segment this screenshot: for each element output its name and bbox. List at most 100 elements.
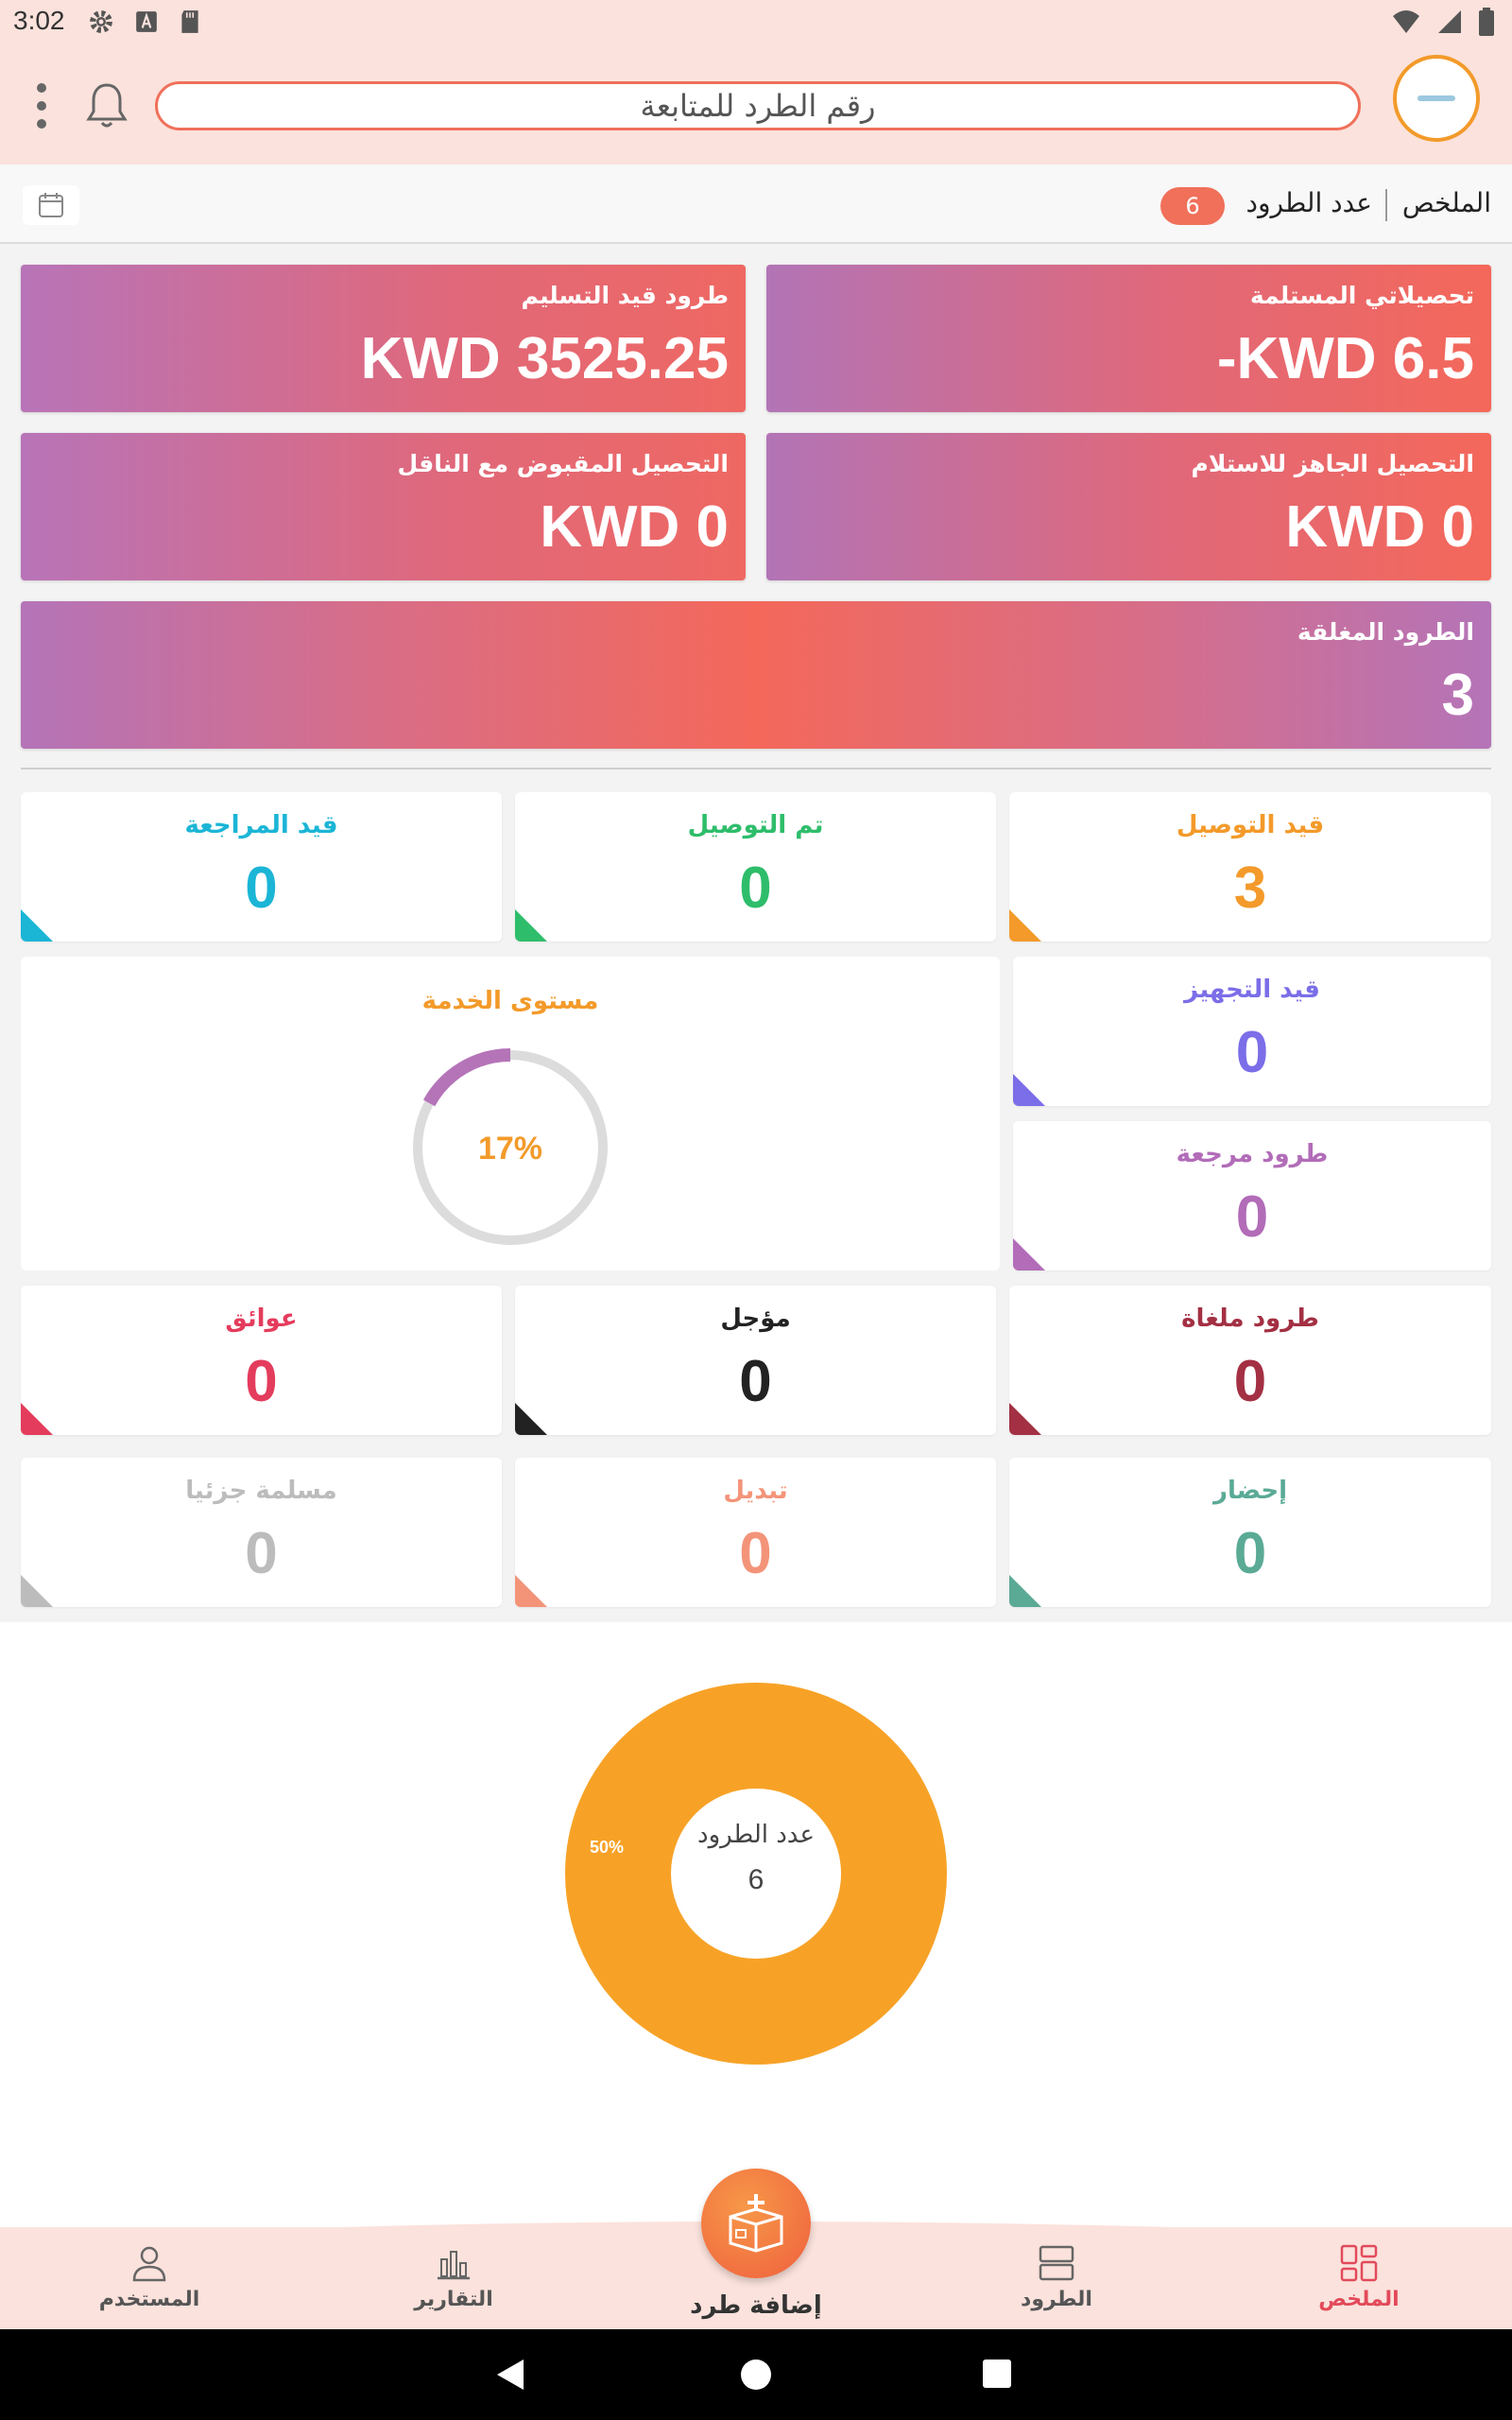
card-value: KWD 0 bbox=[540, 494, 729, 560]
service-level-value: 17% bbox=[477, 1131, 543, 1167]
stat-label: طرود مرجعة bbox=[1176, 1140, 1329, 1168]
parcel-count-badge: 6 bbox=[1160, 187, 1225, 225]
stat-under-review[interactable]: قيد المراجعة 0 bbox=[21, 792, 502, 942]
stat-value: 0 bbox=[739, 856, 772, 921]
summary-header: الملخص عدد الطرود 6 bbox=[0, 164, 1512, 244]
back-icon[interactable] bbox=[495, 2358, 525, 2392]
stat-value: 0 bbox=[739, 1349, 772, 1414]
home-icon[interactable] bbox=[741, 2360, 771, 2390]
nav-parcels[interactable]: الطرود bbox=[962, 2244, 1151, 2325]
stat-value: 0 bbox=[1235, 1020, 1269, 1085]
nav-label: المستخدم bbox=[98, 2288, 200, 2311]
stat-value: 0 bbox=[245, 1521, 278, 1586]
nav-label: التقارير bbox=[414, 2288, 493, 2311]
stat-in-delivery[interactable]: قيد التوصيل 3 bbox=[1009, 792, 1491, 942]
card-value: KWD 0 bbox=[1285, 494, 1474, 560]
summary-title: الملخص bbox=[1401, 187, 1491, 218]
status-bar: 3:02 bbox=[0, 0, 1512, 45]
nav-user[interactable]: المستخدم bbox=[55, 2244, 244, 2325]
stat-value: 0 bbox=[245, 856, 278, 921]
stat-value: 0 bbox=[1233, 1349, 1267, 1414]
menu-dots-icon[interactable] bbox=[23, 79, 60, 132]
parcel-count-label: عدد الطرود bbox=[1246, 187, 1373, 218]
nav-summary[interactable]: الملخص bbox=[1264, 2244, 1453, 2325]
stat-preparing[interactable]: قيد التجهيز 0 bbox=[1013, 957, 1491, 1106]
status-icons-right bbox=[1391, 8, 1495, 36]
avatar[interactable] bbox=[1393, 55, 1480, 142]
stat-partially-delivered[interactable]: مسلمة جزئيا 0 bbox=[21, 1458, 502, 1607]
nav-reports[interactable]: التقارير bbox=[359, 2244, 548, 2325]
system-navigation-bar bbox=[0, 2329, 1512, 2420]
card-label: طرود قيد التسليم bbox=[521, 282, 729, 309]
stat-value: 3 bbox=[1233, 856, 1267, 921]
bar-chart-icon bbox=[438, 2251, 470, 2280]
stat-value: 0 bbox=[739, 1521, 772, 1586]
card-label: التحصيل الجاهز للاستلام bbox=[1191, 450, 1474, 477]
stat-label: قيد التوصيل bbox=[1176, 811, 1325, 839]
section-divider bbox=[21, 768, 1491, 769]
parcels-donut-chart bbox=[565, 1683, 947, 2065]
stat-value: 0 bbox=[1235, 1184, 1269, 1250]
stat-value: 0 bbox=[1233, 1521, 1267, 1586]
donut-center-label: عدد الطرود bbox=[697, 1821, 815, 1849]
calendar-button[interactable] bbox=[23, 185, 79, 225]
parcel-tracking-search[interactable] bbox=[155, 81, 1361, 130]
stat-label: مؤجل bbox=[720, 1305, 791, 1333]
recent-apps-icon[interactable] bbox=[983, 2360, 1011, 2388]
stat-delivered[interactable]: تم التوصيل 0 bbox=[515, 792, 996, 942]
wifi-icon bbox=[1393, 10, 1419, 33]
stat-postponed[interactable]: مؤجل 0 bbox=[515, 1286, 996, 1435]
card-value: -KWD 6.5 bbox=[1216, 326, 1474, 391]
gear-icon bbox=[90, 10, 112, 33]
card-collected-with-carrier[interactable]: التحصيل المقبوض مع الناقل KWD 0 bbox=[21, 433, 746, 580]
stat-label: طرود ملغاة bbox=[1181, 1305, 1319, 1333]
card-closed-parcels[interactable]: الطرود المغلقة 3 bbox=[21, 601, 1491, 749]
calendar-icon bbox=[39, 193, 63, 217]
stat-exchange[interactable]: تبديل 0 bbox=[515, 1458, 996, 1607]
stat-value: 0 bbox=[245, 1349, 278, 1414]
card-label: التحصيل المقبوض مع الناقل bbox=[397, 450, 729, 477]
add-parcel-button[interactable] bbox=[701, 2169, 811, 2278]
card-parcels-in-delivery[interactable]: طرود قيد التسليم KWD 3525.25 bbox=[21, 265, 746, 412]
stat-label: تم التوصيل bbox=[687, 811, 824, 839]
card-value: KWD 3525.25 bbox=[360, 326, 729, 391]
card-value: 3 bbox=[1441, 663, 1474, 728]
header-separator bbox=[1385, 189, 1387, 221]
card-ready-collection[interactable]: التحصيل الجاهز للاستلام KWD 0 bbox=[766, 433, 1491, 580]
stat-returned[interactable]: طرود مرجعة 0 bbox=[1013, 1121, 1491, 1270]
bell-icon[interactable] bbox=[83, 79, 130, 132]
donut-ring bbox=[565, 1683, 947, 2065]
status-icons-left bbox=[87, 8, 202, 36]
avatar-logo bbox=[1418, 95, 1455, 101]
donut-slice-label: 50% bbox=[590, 1838, 625, 1857]
top-app-bar bbox=[0, 45, 1512, 164]
stat-label: تبديل bbox=[723, 1477, 788, 1505]
add-parcel-label: إضافة طرد bbox=[690, 2291, 822, 2320]
stat-label: قيد التجهيز bbox=[1184, 976, 1320, 1004]
search-input[interactable] bbox=[158, 88, 1358, 124]
nav-label: الملخص bbox=[1318, 2288, 1400, 2311]
card-my-collections[interactable]: تحصيلاتي المستلمة -KWD 6.5 bbox=[766, 265, 1491, 412]
service-level-ring bbox=[411, 1048, 610, 1247]
stat-label: قيد المراجعة bbox=[184, 811, 338, 839]
status-time: 3:02 bbox=[13, 6, 65, 35]
add-box-icon bbox=[729, 2194, 783, 2253]
parcels-donut-section: 50% عدد الطرود 6 bbox=[0, 1622, 1512, 2227]
stat-pickup[interactable]: إحضار 0 bbox=[1009, 1458, 1491, 1607]
stat-label: عوائق bbox=[225, 1305, 298, 1333]
stat-label: مسلمة جزئيا bbox=[185, 1477, 337, 1505]
stat-obstacles[interactable]: عوائق 0 bbox=[21, 1286, 502, 1435]
battery-icon bbox=[1479, 8, 1494, 36]
card-label: تحصيلاتي المستلمة bbox=[1249, 282, 1474, 309]
service-level-title: مستوى الخدمة bbox=[421, 987, 599, 1015]
donut-center-value: 6 bbox=[747, 1864, 765, 1895]
stat-cancelled[interactable]: طرود ملغاة 0 bbox=[1009, 1286, 1491, 1435]
dashboard-icon bbox=[1340, 2244, 1378, 2282]
card-label: الطرود المغلقة bbox=[1297, 618, 1474, 646]
stat-label: إحضار bbox=[1213, 1477, 1287, 1505]
signal-icon bbox=[1438, 10, 1461, 33]
service-level-card: مستوى الخدمة 17% bbox=[21, 957, 1000, 1270]
parcels-icon bbox=[1039, 2245, 1074, 2281]
text-a-icon bbox=[136, 11, 157, 32]
